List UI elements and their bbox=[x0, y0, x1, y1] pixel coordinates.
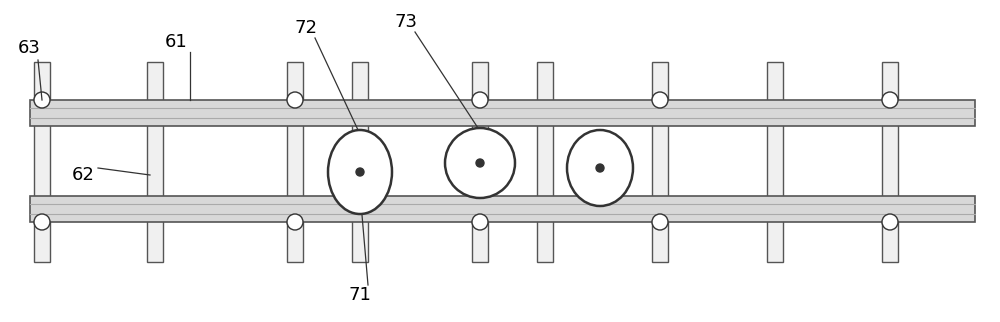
Circle shape bbox=[882, 214, 898, 230]
Bar bbox=[882, 62, 898, 262]
Bar bbox=[30, 100, 975, 126]
Circle shape bbox=[287, 92, 303, 108]
Text: 63: 63 bbox=[18, 39, 41, 57]
Circle shape bbox=[472, 92, 488, 108]
Bar bbox=[352, 62, 368, 262]
Circle shape bbox=[652, 214, 668, 230]
Bar bbox=[147, 62, 163, 262]
Bar bbox=[472, 62, 488, 262]
Bar bbox=[537, 62, 553, 262]
Bar bbox=[34, 62, 50, 262]
Text: 62: 62 bbox=[72, 166, 95, 184]
Circle shape bbox=[476, 159, 484, 167]
Ellipse shape bbox=[445, 128, 515, 198]
Text: 71: 71 bbox=[348, 286, 371, 304]
Bar bbox=[652, 62, 668, 262]
Circle shape bbox=[356, 168, 364, 176]
Circle shape bbox=[596, 164, 604, 172]
Circle shape bbox=[34, 214, 50, 230]
Text: 72: 72 bbox=[295, 19, 318, 37]
Text: 61: 61 bbox=[165, 33, 188, 51]
Circle shape bbox=[287, 214, 303, 230]
Bar bbox=[30, 196, 975, 222]
Bar bbox=[287, 62, 303, 262]
Bar bbox=[767, 62, 783, 262]
Circle shape bbox=[882, 92, 898, 108]
Ellipse shape bbox=[567, 130, 633, 206]
Circle shape bbox=[34, 92, 50, 108]
Ellipse shape bbox=[328, 130, 392, 214]
Circle shape bbox=[652, 92, 668, 108]
Circle shape bbox=[472, 214, 488, 230]
Text: 73: 73 bbox=[395, 13, 418, 31]
